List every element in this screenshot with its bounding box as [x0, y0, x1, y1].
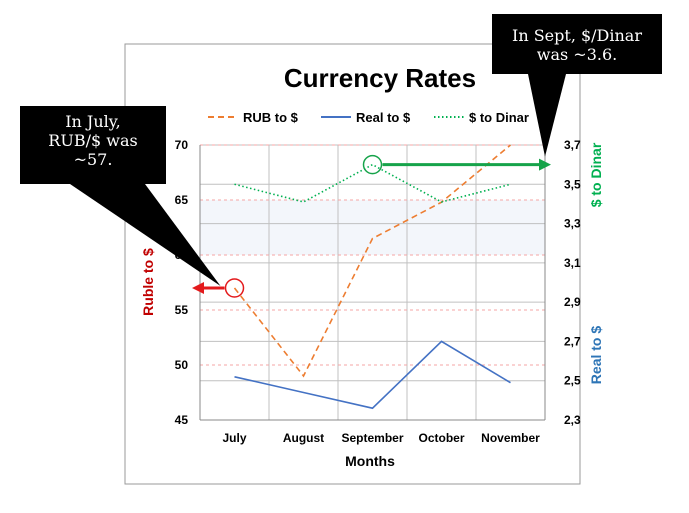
sept-dinar-arrowhead: [539, 158, 551, 171]
july-callout-line-3: ~57.: [73, 150, 113, 169]
x-tick-label: September: [341, 431, 403, 445]
right-tick-label: 2,7: [564, 334, 581, 348]
left-tick-label: 45: [175, 413, 189, 427]
july-callout-pointer: [70, 184, 221, 286]
series-line-rub: [233, 144, 512, 378]
right-axis-label-real: Real to $: [588, 326, 604, 385]
plot-band: [200, 200, 545, 255]
sept-callout-pointer: [528, 74, 566, 157]
series: [233, 144, 512, 410]
highlight-markers: [192, 154, 551, 298]
july-rub-arrowhead: [192, 282, 204, 294]
july-callout-line-1: In July,: [65, 112, 121, 131]
left-axis-label: Ruble to $: [140, 248, 156, 316]
legend: RUB to $ Real to $ $ to Dinar: [208, 110, 529, 125]
x-tick-label: August: [283, 431, 324, 445]
left-tick-label: 55: [175, 303, 189, 317]
sept-dinar-callout: In Sept, $/Dinar was ~3.6.: [492, 14, 662, 74]
july-rub-marker: [224, 278, 245, 298]
july-callout-line-2: RUB/$ was: [48, 131, 138, 150]
sept-callout-line-1: In Sept, $/Dinar: [512, 26, 642, 45]
left-tick-label: 60: [175, 248, 189, 262]
right-tick-label: 2,3: [564, 413, 581, 427]
chart-title: Currency Rates: [284, 63, 476, 93]
series-line-real: [234, 340, 511, 410]
legend-label-real: Real to $: [356, 110, 411, 125]
right-tick-label: 3,3: [564, 217, 581, 231]
legend-label-rub: RUB to $: [243, 110, 299, 125]
x-tick-label: October: [418, 431, 464, 445]
x-tick-label: July: [222, 431, 246, 445]
right-tick-label: 3,1: [564, 256, 581, 270]
sept-callout-line-2: was ~3.6.: [536, 45, 618, 64]
legend-label-dinar: $ to Dinar: [469, 110, 529, 125]
right-tick-label: 2,5: [564, 374, 581, 388]
right-tick-label: 3,7: [564, 138, 581, 152]
right-tick-label: 2,9: [564, 295, 581, 309]
x-tick-label: November: [481, 431, 540, 445]
callout-pointers: [70, 74, 566, 286]
sept-dinar-marker: [362, 154, 383, 175]
axis-ticks: 45 50 55 60 65 70 2,3 2,5 2,7 2,9 3,1 3,3 3,5 3,7 July…: [175, 138, 581, 445]
right-tick-label: 3,5: [564, 177, 581, 191]
left-tick-label: 50: [175, 358, 189, 372]
july-rub-callout: In July, RUB/$ was ~57.: [20, 106, 166, 184]
left-tick-label: 65: [175, 193, 189, 207]
left-tick-label: 70: [175, 138, 189, 152]
x-axis-label: Months: [345, 453, 395, 469]
right-axis-label-dinar: $ to Dinar: [588, 142, 604, 207]
